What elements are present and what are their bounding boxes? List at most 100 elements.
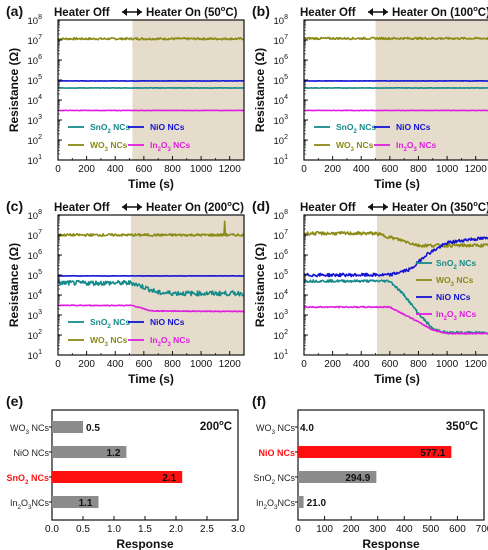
y-tick-exponent: 4: [38, 94, 42, 101]
y-tick-exponent: 6: [38, 54, 42, 61]
compound-base: WO: [90, 140, 105, 150]
compound-tail-2: NCs: [32, 498, 50, 508]
y-tick-exponent: 4: [38, 289, 42, 296]
y-tick-base: 10: [274, 351, 285, 362]
y-tick-label: 104: [28, 289, 43, 302]
bar-value-label: 1.1: [79, 498, 93, 509]
x-tick-label: 200: [324, 164, 341, 175]
x-tick-label: 0.5: [76, 524, 90, 535]
x-tick-label: 1200: [465, 359, 488, 370]
y-tick-base: 10: [274, 76, 285, 87]
y-tick-label: 104: [274, 94, 289, 107]
bar-0: [298, 421, 300, 433]
line-panel-d: (d) Heater Off Heater On (350oC) 0 200 400 600…: [252, 198, 488, 386]
compound-tail: O: [21, 498, 28, 508]
y-tick-label: 108: [28, 209, 43, 222]
y-tick-exponent: 2: [38, 134, 42, 141]
compound-base: NiO NCs: [14, 448, 50, 458]
y-tick-label: 105: [274, 269, 289, 282]
x-tick-label: 1200: [219, 164, 242, 175]
y-tick-label: 101: [274, 349, 289, 362]
x-tick-label: 500: [423, 524, 440, 535]
panel-label: (b): [252, 3, 270, 19]
y-tick-label: 103: [28, 309, 43, 322]
y-tick-exponent: 4: [284, 289, 288, 296]
y-tick-exponent: 3: [38, 309, 42, 316]
x-tick-label: 200: [343, 524, 360, 535]
compound-subscript: 3: [105, 147, 109, 153]
x-axis-label: Time (s): [374, 177, 420, 191]
y-tick-exponent: 7: [284, 34, 288, 41]
bar-3: [52, 496, 99, 508]
y-tick-exponent: 8: [284, 209, 288, 216]
heater-on-label: Heater On (200oC): [146, 199, 244, 214]
bar-value-label: 0.5: [86, 423, 100, 434]
degree-sign: o: [465, 418, 470, 427]
bar-1: [298, 446, 452, 458]
compound-subscript-2: 3: [168, 342, 172, 348]
compound-tail-2: NCs: [171, 140, 191, 150]
y-tick-base: 10: [274, 311, 285, 322]
compound-base: In: [396, 140, 404, 150]
x-tick-label: 0: [55, 359, 61, 370]
x-tick-label: 0: [301, 359, 307, 370]
x-tick-label: 1200: [465, 164, 488, 175]
x-tick-label: 0: [301, 164, 307, 175]
compound-subscript: 2: [444, 316, 448, 322]
compound-base: In: [436, 309, 444, 319]
series-line-In2O3: [57, 304, 245, 313]
y-tick-exponent: 3: [284, 309, 288, 316]
y-tick-exponent: 6: [38, 249, 42, 256]
compound-base: NiO NCs: [436, 292, 471, 302]
compound-subscript: 2: [158, 342, 162, 348]
y-tick-exponent: 2: [38, 329, 42, 336]
plot-frame: [297, 409, 485, 521]
compound-label: SnO2 NCs: [253, 473, 295, 486]
bar-value-label: 294.9: [345, 473, 370, 484]
y-tick-base: 10: [28, 56, 39, 67]
compound-base: WO: [256, 423, 272, 433]
y-tick-base: 10: [28, 136, 39, 147]
arrow-left-icon: [368, 8, 373, 16]
y-tick-exponent: 3: [38, 114, 42, 121]
y-tick-base: 10: [28, 156, 39, 167]
compound-tail: NCs: [29, 423, 49, 433]
arrow-left-icon: [122, 8, 127, 16]
y-tick-base: 10: [28, 76, 39, 87]
y-tick-exponent: 6: [284, 249, 288, 256]
compound-tail-2: NCs: [417, 140, 437, 150]
x-tick-label: 0: [295, 524, 301, 535]
y-tick-base: 10: [28, 331, 39, 342]
compound-label: SnO2 NCs: [6, 473, 49, 486]
y-tick-label: 101: [28, 349, 43, 362]
compound-base: WO: [90, 335, 105, 345]
compound-base: SnO: [90, 122, 108, 132]
series-line-In2O3: [303, 305, 488, 335]
heater-on-shade: [130, 215, 244, 355]
temperature-unit: C: [470, 421, 478, 433]
heater-on-text: Heater On (100: [392, 7, 473, 19]
y-tick-label: 106: [274, 249, 289, 262]
x-tick-label: 1000: [436, 164, 459, 175]
compound-tail: NCs: [108, 140, 128, 150]
compound-label: SnO2 NCs: [90, 122, 130, 135]
x-tick-label: 1000: [190, 164, 213, 175]
x-tick-label: 600: [382, 359, 399, 370]
y-tick-base: 10: [274, 156, 285, 167]
heater-off-label: Heater Off: [300, 7, 356, 19]
compound-subscript: 2: [107, 324, 111, 330]
x-tick-label: 400: [353, 359, 370, 370]
y-tick-base: 10: [28, 36, 39, 47]
arrow-right-icon: [137, 8, 142, 16]
temperature-unit: C: [224, 421, 232, 433]
compound-label: WO3 NCs: [256, 423, 296, 436]
compound-label: In2O3 NCs: [150, 140, 190, 153]
line-panel-b: (b) Heater Off Heater On (100oC) 0 200 400 600…: [252, 3, 488, 191]
y-tick-base: 10: [274, 271, 285, 282]
compound-tail: NCs: [111, 317, 131, 327]
heater-on-unit: C): [478, 7, 488, 19]
y-tick-label: 103: [274, 309, 289, 322]
heater-off-label: Heater Off: [300, 202, 356, 214]
y-tick-exponent: 1: [284, 154, 288, 161]
